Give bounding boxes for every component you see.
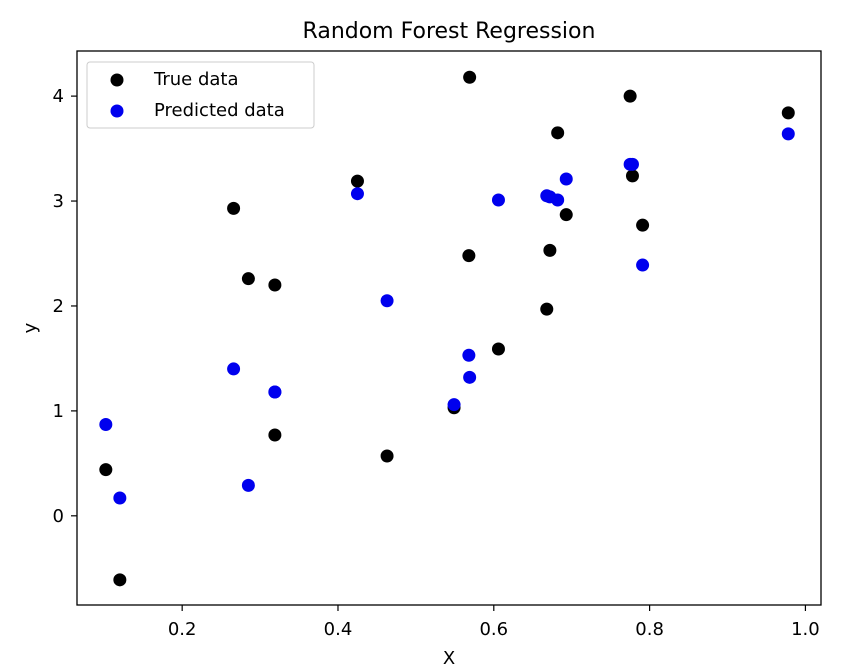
predicted-data-point [636, 258, 650, 272]
y-axis-title: y [20, 322, 41, 333]
predicted-data-point [447, 398, 461, 412]
x-tick-label: 0.8 [635, 619, 664, 640]
predicted-data-point [625, 157, 639, 171]
x-tick-label: 0.4 [324, 619, 353, 640]
legend-marker-true-data [110, 73, 124, 87]
predicted-data-point [491, 193, 505, 207]
true-data-point [781, 106, 795, 120]
y-tick-label: 3 [53, 191, 64, 212]
true-data-point [543, 243, 557, 257]
axes-frame [76, 50, 822, 606]
legend-box [86, 61, 315, 129]
predicted-data-point [380, 294, 394, 308]
y-tick-label: 0 [53, 506, 64, 527]
true-data-point [625, 169, 639, 183]
true-data-point [380, 449, 394, 463]
legend: True data Predicted data [86, 61, 315, 129]
predicted-data-point [268, 385, 282, 399]
true-data-point [623, 89, 637, 103]
predicted-data-point [99, 418, 113, 432]
x-axis: 0.2 0.4 0.6 0.8 1.0 [168, 605, 820, 640]
chart-title: Random Forest Regression [303, 19, 596, 44]
predicted-data-point [463, 370, 477, 384]
legend-label-predicted-data: Predicted data [154, 100, 285, 121]
x-tick-label: 0.2 [168, 619, 197, 640]
true-data-point [268, 278, 282, 292]
true-data-point [268, 428, 282, 442]
x-tick-label: 0.6 [479, 619, 508, 640]
predicted-data-point [227, 362, 241, 376]
y-tick-label: 1 [53, 401, 64, 422]
true-data-point [551, 126, 565, 140]
plot-area [99, 70, 795, 587]
predicted-data-point [350, 187, 364, 201]
predicted-data-point [551, 193, 565, 207]
true-data-point [99, 463, 113, 477]
predicted-data-point [559, 172, 573, 186]
true-data-point [227, 201, 241, 215]
legend-marker-predicted-data [110, 104, 124, 118]
predicted-data-point [462, 348, 476, 362]
true-data-point [636, 218, 650, 232]
true-data-point [540, 302, 554, 316]
y-tick-label: 2 [53, 296, 64, 317]
predicted-data-point [113, 491, 127, 505]
true-data-point [463, 70, 477, 84]
true-data-point [462, 249, 476, 263]
true-data-point [350, 174, 364, 188]
true-data-point [113, 573, 127, 587]
y-tick-label: 4 [53, 86, 64, 107]
x-tick-label: 1.0 [791, 619, 820, 640]
y-axis: 0 1 2 3 4 [53, 86, 77, 527]
true-data-point [241, 272, 255, 286]
predicted-data-point [781, 127, 795, 141]
x-axis-title: X [443, 648, 455, 669]
true-data-point [491, 342, 505, 356]
legend-label-true-data: True data [153, 69, 239, 90]
true-data-point [559, 208, 573, 222]
predicted-data-point [241, 478, 255, 492]
